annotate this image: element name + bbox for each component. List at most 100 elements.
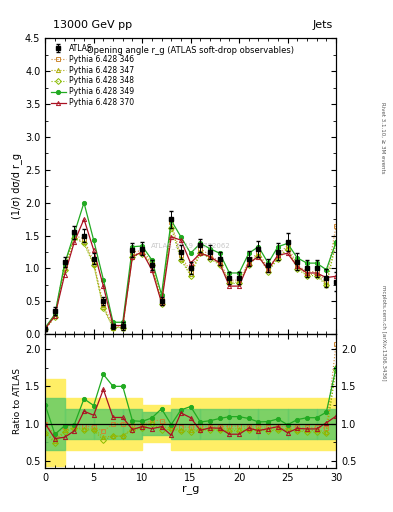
Pythia 6.428 347 xyxy=(82,239,86,245)
Pythia 6.428 370 xyxy=(91,247,96,253)
Pythia 6.428 347 xyxy=(285,245,290,251)
Pythia 6.428 347 xyxy=(227,279,232,285)
Pythia 6.428 347 xyxy=(140,249,145,255)
Pythia 6.428 347 xyxy=(188,271,193,278)
Pythia 6.428 370 xyxy=(120,323,125,329)
Pythia 6.428 348 xyxy=(305,272,309,279)
Pythia 6.428 348 xyxy=(256,253,261,259)
Pythia 6.428 347 xyxy=(314,271,319,278)
Pythia 6.428 348 xyxy=(53,314,57,320)
Pythia 6.428 348 xyxy=(140,251,145,257)
Pythia 6.428 347 xyxy=(130,252,135,259)
Pythia 6.428 346 xyxy=(227,277,232,283)
Pythia 6.428 346 xyxy=(275,252,280,259)
Bar xyxy=(171,409,200,439)
Pythia 6.428 347 xyxy=(169,223,174,229)
Bar xyxy=(142,413,171,435)
Pythia 6.428 349 xyxy=(334,239,338,245)
Bar xyxy=(45,379,64,466)
Pythia 6.428 370 xyxy=(130,253,135,260)
Bar xyxy=(171,397,200,450)
Legend: ATLAS, Pythia 6.428 346, Pythia 6.428 347, Pythia 6.428 348, Pythia 6.428 349, P: ATLAS, Pythia 6.428 346, Pythia 6.428 34… xyxy=(48,41,136,110)
Pythia 6.428 349 xyxy=(91,237,96,243)
Pythia 6.428 349 xyxy=(217,250,222,257)
Pythia 6.428 349 xyxy=(227,270,232,276)
Pythia 6.428 346 xyxy=(72,232,77,239)
Text: 13000 GeV pp: 13000 GeV pp xyxy=(53,19,132,30)
Pythia 6.428 370 xyxy=(149,267,154,273)
Pythia 6.428 349 xyxy=(43,325,48,331)
Pythia 6.428 349 xyxy=(140,243,145,249)
Pythia 6.428 370 xyxy=(227,283,232,289)
Pythia 6.428 370 xyxy=(198,250,203,257)
Pythia 6.428 348 xyxy=(295,266,299,272)
Pythia 6.428 346 xyxy=(285,242,290,248)
Pythia 6.428 347 xyxy=(334,238,338,244)
Pythia 6.428 349 xyxy=(188,250,193,257)
Pythia 6.428 348 xyxy=(266,269,270,275)
Pythia 6.428 349 xyxy=(111,319,116,325)
Bar xyxy=(45,397,64,450)
Pythia 6.428 349 xyxy=(295,255,299,261)
Pythia 6.428 348 xyxy=(159,301,164,307)
Pythia 6.428 349 xyxy=(266,260,270,266)
Pythia 6.428 348 xyxy=(62,267,67,273)
Pythia 6.428 347 xyxy=(237,279,241,285)
Pythia 6.428 348 xyxy=(72,235,77,241)
Pythia 6.428 347 xyxy=(91,261,96,267)
Y-axis label: Ratio to ATLAS: Ratio to ATLAS xyxy=(13,368,22,434)
Pythia 6.428 348 xyxy=(149,262,154,268)
Pythia 6.428 348 xyxy=(101,305,106,311)
Pythia 6.428 370 xyxy=(237,283,241,289)
Pythia 6.428 348 xyxy=(198,250,203,257)
Pythia 6.428 349 xyxy=(208,246,212,252)
Pythia 6.428 370 xyxy=(140,249,145,255)
Pythia 6.428 349 xyxy=(72,230,77,237)
Bar xyxy=(200,409,230,439)
Text: Opening angle r_g (ATLAS soft-drop observables): Opening angle r_g (ATLAS soft-drop obser… xyxy=(87,46,294,55)
Pythia 6.428 346 xyxy=(305,269,309,275)
Pythia 6.428 370 xyxy=(305,270,309,276)
Pythia 6.428 346 xyxy=(178,252,183,259)
Bar xyxy=(259,397,288,450)
Pythia 6.428 370 xyxy=(334,273,338,280)
Pythia 6.428 347 xyxy=(101,304,106,310)
Pythia 6.428 348 xyxy=(217,262,222,268)
Pythia 6.428 347 xyxy=(72,234,77,241)
Text: mcplots.cern.ch [arXiv:1306.3436]: mcplots.cern.ch [arXiv:1306.3436] xyxy=(381,285,386,380)
Line: Pythia 6.428 370: Pythia 6.428 370 xyxy=(43,217,338,331)
Pythia 6.428 370 xyxy=(295,263,299,269)
Pythia 6.428 348 xyxy=(82,240,86,246)
Bar xyxy=(123,397,142,450)
Y-axis label: (1/σ) dσ/d r_g: (1/σ) dσ/d r_g xyxy=(11,153,22,219)
Pythia 6.428 346 xyxy=(198,246,203,252)
Bar xyxy=(288,409,317,439)
Pythia 6.428 349 xyxy=(120,319,125,325)
Line: Pythia 6.428 347: Pythia 6.428 347 xyxy=(43,224,338,332)
Pythia 6.428 346 xyxy=(256,249,261,255)
Bar xyxy=(142,405,171,442)
Bar xyxy=(94,397,123,450)
Bar xyxy=(317,397,336,450)
Bar xyxy=(317,409,336,439)
Pythia 6.428 348 xyxy=(188,272,193,279)
Pythia 6.428 349 xyxy=(246,250,251,257)
Pythia 6.428 370 xyxy=(246,260,251,266)
Pythia 6.428 370 xyxy=(178,237,183,243)
Pythia 6.428 370 xyxy=(314,270,319,276)
Pythia 6.428 348 xyxy=(43,327,48,333)
Pythia 6.428 347 xyxy=(266,267,270,273)
Pythia 6.428 370 xyxy=(62,272,67,278)
Bar xyxy=(230,409,259,439)
Bar xyxy=(200,397,230,450)
Pythia 6.428 348 xyxy=(227,281,232,287)
Pythia 6.428 370 xyxy=(256,253,261,260)
Pythia 6.428 346 xyxy=(324,279,329,285)
Pythia 6.428 347 xyxy=(53,313,57,319)
Pythia 6.428 349 xyxy=(275,244,280,250)
Pythia 6.428 346 xyxy=(334,223,338,229)
Bar xyxy=(64,397,94,450)
Pythia 6.428 349 xyxy=(324,267,329,273)
Pythia 6.428 348 xyxy=(237,281,241,287)
Pythia 6.428 347 xyxy=(198,249,203,255)
